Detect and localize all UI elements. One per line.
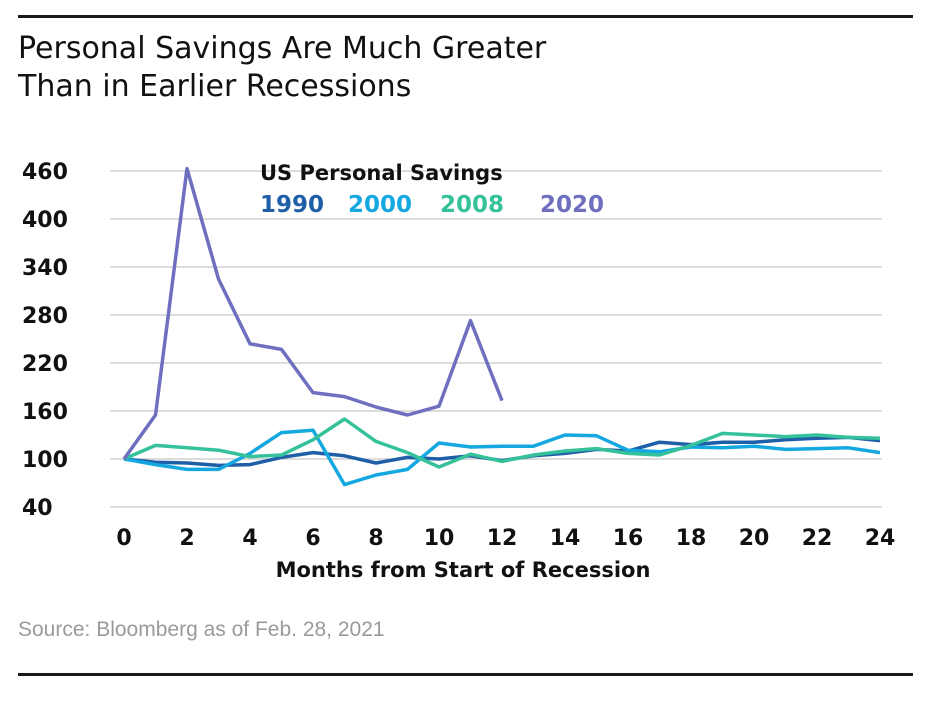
y-tick-label: 340 <box>22 256 68 281</box>
series-line-2008 <box>123 417 881 469</box>
x-tick-label: 24 <box>865 526 896 551</box>
chart-title-line-2: Than in Earlier Recessions <box>18 69 412 104</box>
series-line-2000 <box>123 428 881 487</box>
top-rule <box>18 15 913 18</box>
grid-lines <box>110 170 882 508</box>
x-tick-label: 2 <box>179 526 194 551</box>
legend-title: US Personal Savings <box>260 161 503 185</box>
x-tick-label: 10 <box>424 526 455 551</box>
y-tick-label: 40 <box>22 496 53 521</box>
x-axis: 0 2 4 6 8 10 12 14 16 18 20 22 24 <box>116 526 895 551</box>
y-tick-label: 400 <box>22 208 68 233</box>
chart-title: Personal Savings Are Much Greater Than i… <box>18 30 546 106</box>
y-tick-label: 460 <box>22 160 68 185</box>
bottom-rule <box>18 673 913 676</box>
series-lines <box>122 166 881 487</box>
x-tick-label: 12 <box>487 526 518 551</box>
x-tick-label: 16 <box>613 526 644 551</box>
x-tick-label: 8 <box>368 526 383 551</box>
source-note: Source: Bloomberg as of Feb. 28, 2021 <box>18 618 385 641</box>
y-axis: 40 100 160 220 280 340 400 460 <box>22 160 68 521</box>
legend-item-1990: 1990 <box>260 192 324 218</box>
x-tick-label: 20 <box>739 526 770 551</box>
series-line-2020 <box>122 166 504 461</box>
x-tick-label: 14 <box>550 526 581 551</box>
legend-item-2020: 2020 <box>540 192 604 218</box>
x-tick-label: 0 <box>116 526 131 551</box>
x-tick-label: 6 <box>305 526 320 551</box>
y-tick-label: 100 <box>22 448 68 473</box>
y-tick-label: 160 <box>22 400 68 425</box>
x-tick-label: 4 <box>242 526 257 551</box>
legend-item-2008: 2008 <box>440 192 504 218</box>
y-tick-label: 280 <box>22 304 68 329</box>
legend-item-2000: 2000 <box>348 192 412 218</box>
chart-title-line-1: Personal Savings Are Much Greater <box>18 31 547 66</box>
x-tick-label: 18 <box>676 526 707 551</box>
legend: 1990 2000 2008 2020 <box>260 192 604 218</box>
y-tick-label: 220 <box>22 352 68 377</box>
x-axis-label: Months from Start of Recession <box>276 558 651 582</box>
x-tick-label: 22 <box>802 526 833 551</box>
